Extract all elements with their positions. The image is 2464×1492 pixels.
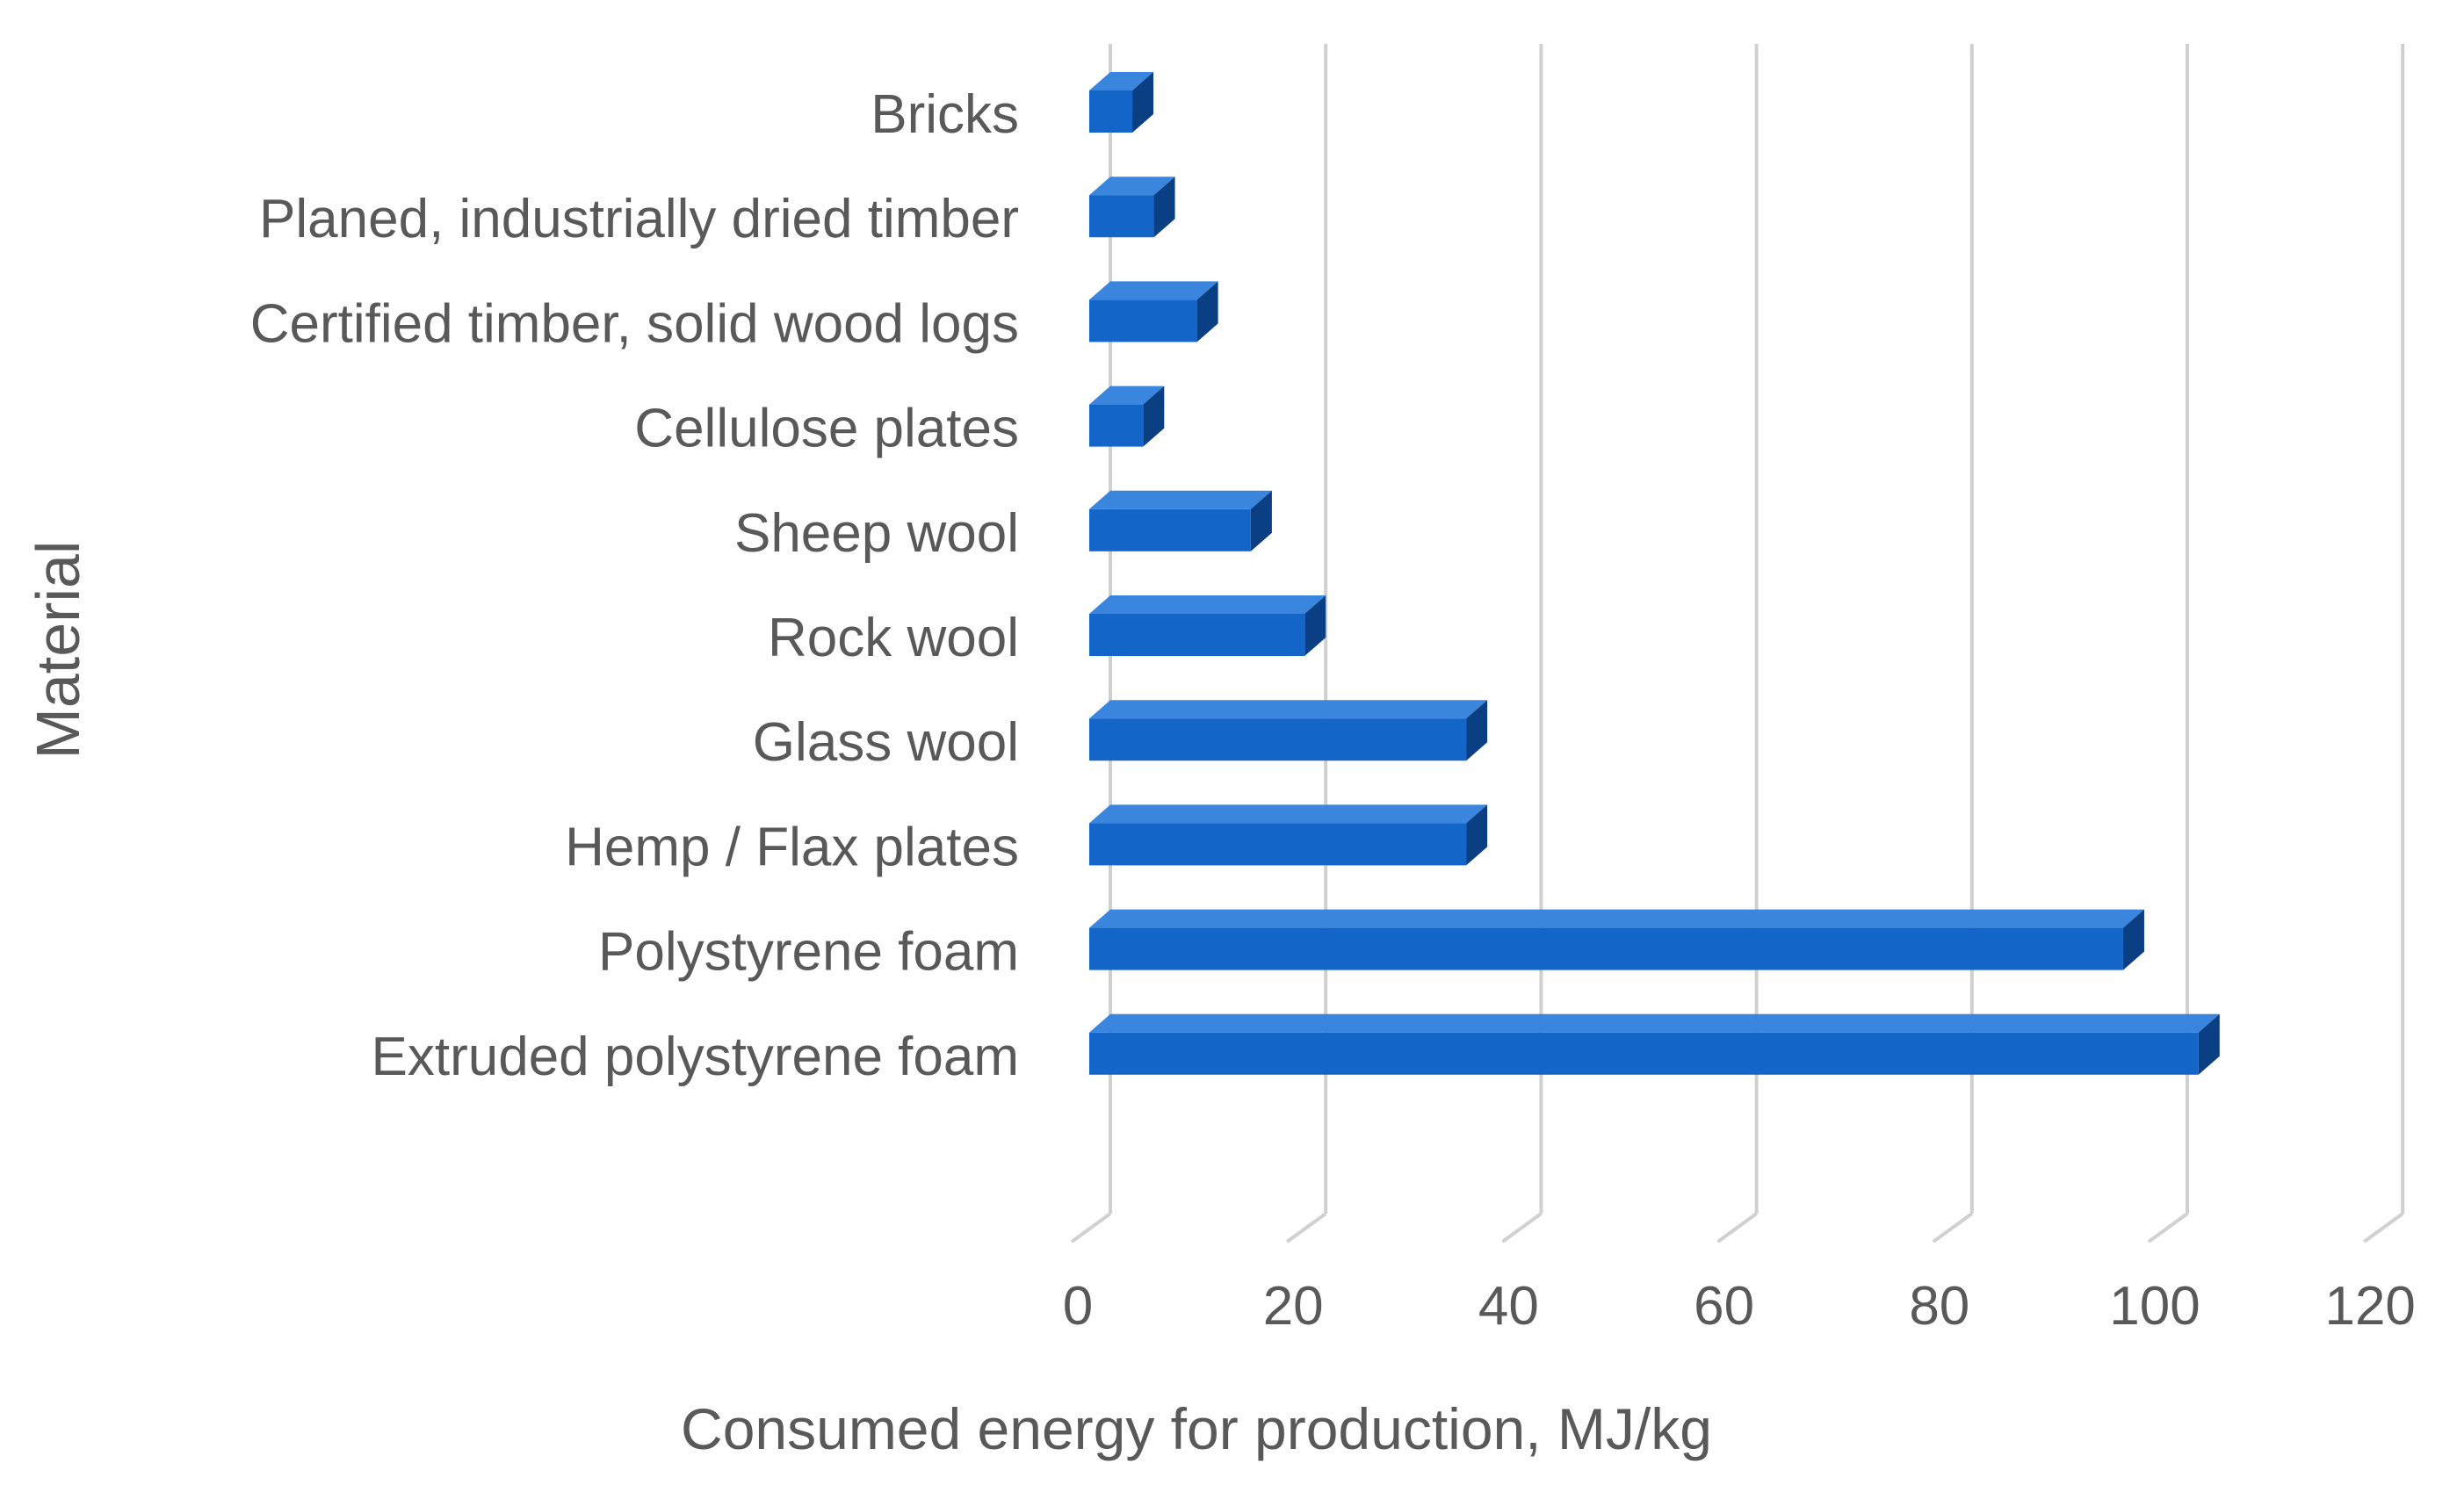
bar — [1089, 700, 1488, 761]
bar-side — [1196, 281, 1218, 342]
x-tick-label: 120 — [2324, 1276, 2415, 1337]
bar-face — [1089, 718, 1467, 761]
category-label: Bricks — [871, 84, 1019, 145]
bar — [1089, 804, 1488, 866]
bar-side — [1153, 177, 1175, 238]
category-labels: Bricks Planed, industrially dried timber C… — [250, 84, 1019, 1087]
bar-face — [1089, 404, 1144, 447]
bar-side — [1304, 595, 1326, 656]
x-tick-label: 100 — [2109, 1276, 2200, 1337]
category-label: Sheep wool — [734, 503, 1019, 564]
x-tick-label: 80 — [1909, 1276, 1969, 1337]
gridline-floor — [1932, 1212, 1973, 1243]
bar — [1089, 386, 1165, 447]
bar-top — [1089, 386, 1165, 405]
bar-side — [2198, 1013, 2220, 1075]
gridline-floor — [1716, 1212, 1758, 1243]
bar-side — [2122, 909, 2144, 970]
bar-face — [1089, 508, 1251, 551]
bar-side — [1143, 386, 1165, 447]
bar-top — [1089, 804, 1488, 824]
category-label: Cellulose plates — [634, 399, 1019, 459]
x-tick-label: 60 — [1694, 1276, 1754, 1337]
gridline-floor — [1286, 1212, 1327, 1243]
bar-face — [1089, 299, 1197, 342]
gridline-floor — [2147, 1212, 2189, 1243]
bar-top — [1089, 177, 1175, 196]
bar-side — [1132, 72, 1154, 133]
bar-top — [1089, 72, 1154, 90]
category-label: Extruded polystyrene foam — [372, 1027, 1020, 1087]
bar — [1089, 490, 1272, 551]
category-label: Polystyrene foam — [598, 922, 1019, 983]
bar-face — [1089, 823, 1467, 866]
bar — [1089, 1013, 2220, 1075]
bar — [1089, 72, 1154, 133]
y-axis-title: Material — [24, 541, 92, 760]
bar-top — [1089, 1013, 2220, 1033]
x-tick-label: 20 — [1263, 1276, 1324, 1337]
bar — [1089, 281, 1218, 342]
bar — [1089, 595, 1326, 656]
bar-side — [1250, 490, 1272, 551]
bar-face — [1089, 1032, 2199, 1075]
bar-face — [1089, 195, 1154, 238]
bar-top — [1089, 281, 1218, 300]
x-tick-labels: 0 20 40 60 80 100 120 — [1063, 1276, 2416, 1337]
bar — [1089, 909, 2144, 970]
bar-face — [1089, 90, 1133, 133]
bars — [1089, 72, 2220, 1075]
bar-face — [1089, 614, 1305, 656]
bar-top — [1089, 595, 1326, 614]
category-label: Hemp / Flax plates — [565, 817, 1019, 877]
bar-side — [1466, 700, 1488, 761]
bar-top — [1089, 909, 2144, 928]
x-axis-title: Consumed energy for production, MJ/kg — [681, 1396, 1712, 1461]
category-label: Planed, industrially dried timber — [259, 189, 1019, 249]
x-tick-label: 40 — [1478, 1276, 1539, 1337]
gridline-floor — [1501, 1212, 1543, 1243]
bar-top — [1089, 700, 1488, 719]
bar-side — [1466, 804, 1488, 866]
gridlines — [1070, 44, 2405, 1243]
category-label: Glass wool — [753, 712, 1019, 773]
category-label: Rock wool — [768, 608, 1019, 668]
x-tick-label: 0 — [1063, 1276, 1093, 1337]
bar-face — [1089, 927, 2123, 970]
bar-top — [1089, 490, 1272, 509]
bar — [1089, 177, 1175, 238]
gridline-floor — [1070, 1212, 1112, 1243]
gridline-floor — [2363, 1212, 2404, 1243]
category-label: Certified timber, solid wood logs — [250, 293, 1019, 354]
